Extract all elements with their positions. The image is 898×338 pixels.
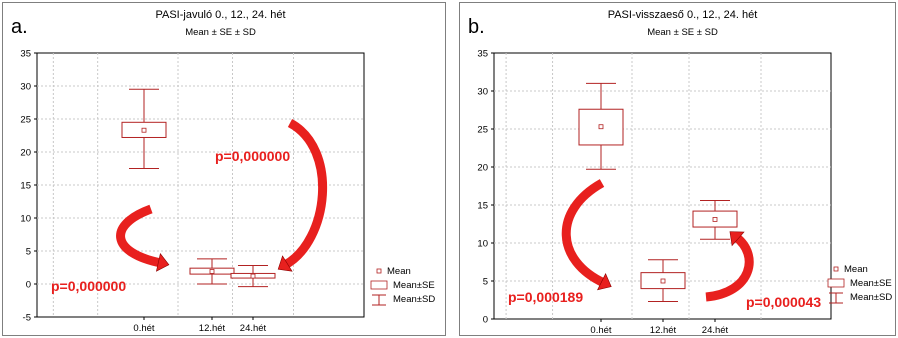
mean-point xyxy=(712,217,718,222)
box-mark xyxy=(189,258,235,285)
y-tick-label: 0 xyxy=(483,315,488,326)
x-tick-label: 0.hét xyxy=(133,323,154,334)
mean-point xyxy=(141,127,147,133)
y-tick-label: 10 xyxy=(20,214,31,225)
chart-title: PASI-javuló 0., 12., 24. hét xyxy=(155,9,285,21)
chart-subtitle: Mean ± SE ± SD xyxy=(185,27,256,38)
mean-point xyxy=(598,124,604,130)
p-value-label: p=0,000000 xyxy=(215,148,290,164)
y-tick-label: 35 xyxy=(477,49,488,60)
legend-mean-symbol xyxy=(833,266,839,272)
x-tick-label: 24.hét xyxy=(240,323,267,334)
arrow-b1 xyxy=(561,179,606,288)
y-tick-label: 20 xyxy=(477,163,488,174)
y-tick-label: -5 xyxy=(23,313,31,324)
mean-point xyxy=(250,273,256,279)
arrow-b1-head xyxy=(597,273,612,291)
y-tick-label: 0 xyxy=(26,280,31,291)
chart-b: b. PASI-visszaeső 0., 12., 24. hét Mean ± … xyxy=(468,9,892,336)
legend: Mean Mean±SE Mean±SD xyxy=(370,266,435,306)
panel-a: a. PASI-javuló 0., 12., 24. hét Mean ± SE … xyxy=(2,2,446,336)
y-tick-label: 30 xyxy=(20,82,31,93)
legend-item-se: Mean±SE xyxy=(393,280,435,291)
legend: Mean Mean±SE Mean±SD xyxy=(827,264,892,304)
p-value-label: p=0,000189 xyxy=(508,289,583,305)
panel-b: b. PASI-visszaeső 0., 12., 24. hét Mean ± … xyxy=(459,2,896,336)
y-tick-label: 5 xyxy=(26,247,31,258)
box-mark xyxy=(121,88,167,169)
panel-label: a. xyxy=(11,16,28,38)
arrow-b2 xyxy=(705,233,754,302)
arrow-a1 xyxy=(116,204,162,268)
chart-subtitle: Mean ± SE ± SD xyxy=(647,27,718,38)
legend-item-sd: Mean±SD xyxy=(393,294,435,305)
box-mark xyxy=(640,259,686,303)
arrow-a2 xyxy=(282,119,328,269)
legend-item-sd: Mean±SD xyxy=(850,292,892,303)
y-tick-label: 10 xyxy=(477,239,488,250)
legend-mean-symbol xyxy=(376,268,382,274)
p-value-label: p=0,000043 xyxy=(746,294,821,310)
y-tick-label: 15 xyxy=(20,181,31,192)
arrow-b2-head xyxy=(729,231,745,247)
x-tick-label: 12.hét xyxy=(650,325,677,336)
legend-item-mean: Mean xyxy=(387,266,411,277)
p-value-label: p=0,000000 xyxy=(51,278,126,294)
arrow-a1-head xyxy=(155,252,170,272)
y-tick-label: 25 xyxy=(20,115,31,126)
x-tick-label: 24.hét xyxy=(702,325,729,336)
box-mark xyxy=(230,265,276,288)
chart-a: a. PASI-javuló 0., 12., 24. hét Mean ± SE … xyxy=(11,9,435,334)
y-tick-label: 5 xyxy=(483,277,488,288)
box-mark xyxy=(578,82,624,170)
panel-label: b. xyxy=(468,16,485,38)
arrow-a2-head xyxy=(277,255,293,272)
y-tick-label: 15 xyxy=(477,201,488,212)
y-tick-label: 25 xyxy=(477,125,488,136)
chart-title: PASI-visszaeső 0., 12., 24. hét xyxy=(608,9,758,21)
legend-se-symbol xyxy=(827,278,845,288)
y-tick-label: 35 xyxy=(20,49,31,60)
x-tick-label: 12.hét xyxy=(199,323,226,334)
x-tick-label: 0.hét xyxy=(590,325,611,336)
legend-item-se: Mean±SE xyxy=(850,278,892,289)
mean-point xyxy=(209,269,215,274)
legend-item-mean: Mean xyxy=(844,264,868,275)
mean-point xyxy=(660,278,666,284)
box-mark xyxy=(692,199,738,240)
legend-se-symbol xyxy=(370,280,388,290)
y-tick-label: 20 xyxy=(20,148,31,159)
y-tick-label: 30 xyxy=(477,87,488,98)
